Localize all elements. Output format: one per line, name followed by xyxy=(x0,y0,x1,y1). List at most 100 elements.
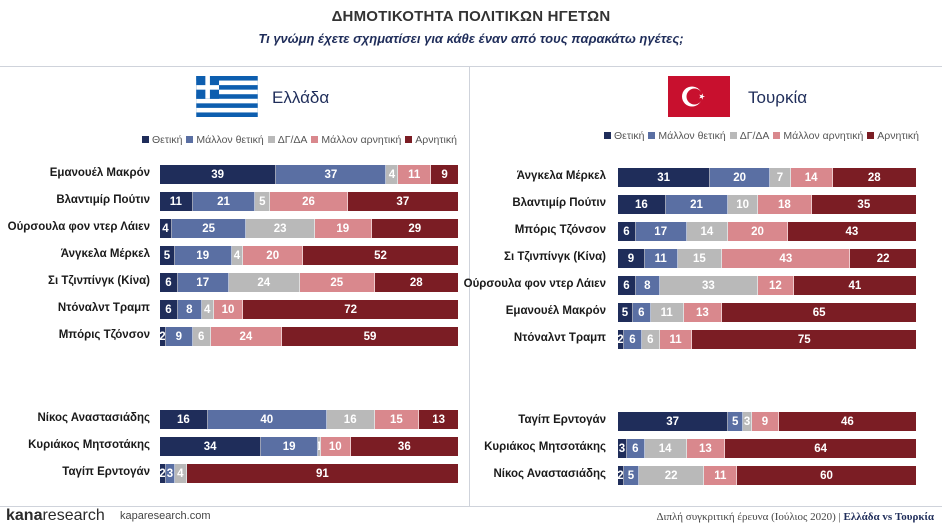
legend-label-dk-na: ΔΓ/ΔΑ xyxy=(739,130,770,142)
legend-swatch-rather-positive xyxy=(186,136,194,143)
bar-segment-rather-negative: 12 xyxy=(758,276,794,295)
bar-segment-rather-positive: 17 xyxy=(177,273,229,292)
bar-segment-negative: 41 xyxy=(793,276,916,295)
stacked-bar: 39 37 4 11 9 xyxy=(160,165,458,184)
bar-segment-negative: 36 xyxy=(350,437,458,456)
bar-segment-dk-na: 7 xyxy=(769,168,791,187)
bar-segment-dk-na: 10 xyxy=(728,195,759,214)
bar-segment-rather-negative: 15 xyxy=(374,410,420,429)
greece-flag-icon xyxy=(196,76,258,117)
bar-segment-rather-positive: 8 xyxy=(177,300,202,319)
legend-swatch-negative xyxy=(405,136,413,143)
bar-segment-dk-na: 1 xyxy=(317,437,321,456)
bar-segment-dk-na: 3 xyxy=(743,412,753,431)
legend-item-dk-na: ΔΓ/ΔΑ xyxy=(267,134,308,146)
bar-segment-positive: 6 xyxy=(618,276,636,295)
stacked-bar: 4 25 23 19 29 xyxy=(160,219,458,238)
website-text: kaparesearch.com xyxy=(120,510,211,522)
legend-swatch-dk-na xyxy=(729,132,737,139)
bar-segment-negative: 29 xyxy=(371,219,458,238)
bar-segment-positive: 9 xyxy=(618,249,645,268)
row-label: Ταγίπ Ερντογάν xyxy=(62,466,150,478)
row-label: Άνγκελα Μέρκελ xyxy=(516,170,606,182)
bar-segment-rather-negative: 10 xyxy=(213,300,244,319)
bar-segment-positive: 37 xyxy=(618,412,729,431)
bar-segment-rather-negative: 11 xyxy=(704,466,738,485)
legend-label-rather-negative: Μάλλον αρνητική xyxy=(783,130,864,142)
bar-segment-positive: 31 xyxy=(618,168,711,187)
bar-segment-positive: 34 xyxy=(160,437,262,456)
bar-segment-negative: 28 xyxy=(374,273,458,292)
row-label: Βλαντιμίρ Πούτιν xyxy=(512,197,606,209)
row-label: Νίκος Αναστασιάδης xyxy=(37,412,150,424)
row-label: Νίκος Αναστασιάδης xyxy=(493,468,606,480)
legend-item-rather-negative: Μάλλον αρνητική xyxy=(773,130,863,142)
stacked-bar: 6 17 24 25 28 xyxy=(160,273,458,292)
bar-segment-dk-na: 4 xyxy=(231,246,244,265)
bar-segment-negative: 72 xyxy=(243,300,458,319)
center-divider xyxy=(469,66,470,506)
bar-segment-positive: 2 xyxy=(618,330,624,349)
bar-segment-positive: 11 xyxy=(160,192,193,211)
legend-swatch-positive xyxy=(142,136,149,143)
row-label: Βλαντιμίρ Πούτιν xyxy=(56,194,150,206)
bar-segment-positive: 2 xyxy=(160,464,166,483)
bar-segment-rather-positive: 9 xyxy=(165,327,193,346)
bar-segment-positive: 5 xyxy=(160,246,175,265)
bar-segment-negative: 22 xyxy=(850,249,916,268)
stacked-bar: 6 8 4 10 72 xyxy=(160,300,458,319)
bar-segment-dk-na: 24 xyxy=(228,273,301,292)
bar-segment-rather-negative: 14 xyxy=(790,168,833,187)
bar-segment-rather-positive: 19 xyxy=(174,246,232,265)
stacked-bar: 16 21 10 18 35 xyxy=(618,195,916,214)
stacked-bar: 23491 xyxy=(160,464,458,483)
bar-segment-negative: 37 xyxy=(347,192,458,211)
bar-segment-dk-na: 16 xyxy=(326,410,375,429)
stacked-bar: 5 19 4 20 52 xyxy=(160,246,458,265)
row-label: Σι Τζινπίνγκ (Κίνα) xyxy=(504,251,606,263)
bar-segment-rather-negative: 43 xyxy=(722,249,851,268)
bar-segment-rather-negative: 13 xyxy=(686,439,726,458)
legend-label-negative: Αρνητική xyxy=(877,130,919,142)
legend-item-positive: Θετική xyxy=(604,130,644,142)
country-label-turkey: Τουρκία xyxy=(748,88,808,107)
bar-segment-rather-negative: 20 xyxy=(728,222,788,241)
bar-segment-negative: 52 xyxy=(303,246,458,265)
legend-swatch-rather-negative xyxy=(773,132,781,139)
footer-note: Διπλή συγκριτική έρευνα (Ιούλιος 2020) |… xyxy=(656,511,934,523)
bar-segment-positive: 4 xyxy=(160,219,172,238)
legend-item-dk-na: ΔΓ/ΔΑ xyxy=(729,130,770,142)
bar-segment-rather-negative: 18 xyxy=(758,195,812,214)
bar-segment-rather-positive: 6 xyxy=(623,330,642,349)
bar-segment-positive: 3 xyxy=(618,439,627,458)
legend-swatch-dk-na xyxy=(267,136,275,143)
legend-label-dk-na: ΔΓ/ΔΑ xyxy=(277,134,308,146)
row-label: Ούρσουλα φον ντερ Λάιεν xyxy=(463,278,606,290)
stacked-bar: 6 8 33 12 41 xyxy=(618,276,916,295)
country-label-greece: Ελλάδα xyxy=(272,88,330,107)
turkey-flag-icon xyxy=(668,76,730,117)
row-label: Ούρσουλα φον ντερ Λάιεν xyxy=(7,221,150,233)
legend-item-rather-positive: Μάλλον θετική xyxy=(186,134,264,146)
row-label: Ντόναλντ Τραμπ xyxy=(57,302,150,314)
bar-segment-rather-negative: 11 xyxy=(398,165,432,184)
stacked-bar: 31 20 7 14 28 xyxy=(618,168,916,187)
legend-label-rather-positive: Μάλλον θετική xyxy=(196,134,264,146)
bar-segment-dk-na: 22 xyxy=(638,466,705,485)
row-label: Κυριάκος Μητσοτάκης xyxy=(28,439,150,451)
legend-label-negative: Αρνητική xyxy=(415,134,457,146)
bar-segment-rather-positive: 5 xyxy=(623,466,639,485)
row-label: Μπόρις Τζόνσον xyxy=(58,329,150,341)
bar-segment-positive: 2 xyxy=(618,466,624,485)
bar-segment-dk-na: 11 xyxy=(650,303,684,322)
bar-segment-negative: 60 xyxy=(737,466,916,485)
bar-segment-negative: 13 xyxy=(419,410,458,429)
bar-segment-rather-positive: 20 xyxy=(710,168,770,187)
legend-label-positive: Θετική xyxy=(152,134,183,146)
stacked-bar: 9 11 15 43 22 xyxy=(618,249,916,268)
legend-item-rather-positive: Μάλλον θετική xyxy=(648,130,726,142)
bar-segment-dk-na: 14 xyxy=(686,222,729,241)
bar-segment-dk-na: 14 xyxy=(644,439,687,458)
bar-segment-dk-na: 15 xyxy=(677,249,723,268)
bar-segment-rather-positive: 8 xyxy=(635,276,660,295)
